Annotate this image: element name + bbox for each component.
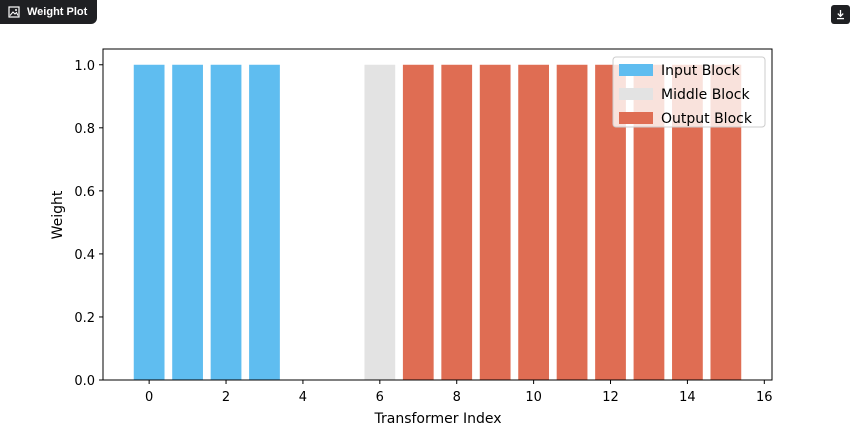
x-tick-label: 0	[145, 390, 153, 405]
x-tick-label: 10	[525, 390, 542, 405]
legend: Input Block Middle Block Output Block	[612, 56, 766, 128]
bar-output-block-9	[479, 64, 511, 380]
bar-input-block-1	[172, 64, 203, 380]
bar-output-block-11	[556, 64, 588, 380]
y-tick-label: 0.0	[74, 374, 95, 389]
y-tick-label: 0.6	[74, 185, 95, 200]
plot-label-text: Weight Plot	[27, 6, 88, 18]
legend-label-input-block: Input Block	[661, 63, 740, 79]
y-tick-label: 0.8	[74, 122, 95, 137]
bar-output-block-8	[441, 64, 473, 380]
x-axis-ticks: 0 2 4 6 8 10 12 14 16	[145, 380, 773, 405]
legend-swatch-middle-block	[619, 88, 653, 100]
bar-input-block-0	[133, 64, 165, 380]
y-tick-label: 1.0	[74, 59, 95, 74]
x-tick-label: 4	[299, 390, 307, 405]
plot-label: Weight Plot	[0, 0, 98, 24]
bar-input-block-3	[249, 64, 280, 380]
y-axis-ticks: 0.0 0.2 0.4 0.6 0.8 1.0	[74, 59, 103, 389]
y-tick-label: 0.2	[74, 311, 95, 326]
x-tick-label: 8	[453, 390, 461, 405]
bar-input-block-2	[210, 64, 242, 380]
x-axis-label: Transformer Index	[374, 411, 502, 425]
y-axis-label: Weight	[50, 190, 66, 239]
image-icon	[8, 6, 20, 18]
x-tick-label: 16	[756, 390, 773, 405]
bar-output-block-10	[518, 64, 549, 380]
x-tick-label: 2	[222, 390, 230, 405]
x-tick-label: 12	[602, 390, 619, 405]
legend-label-middle-block: Middle Block	[661, 87, 750, 103]
download-icon	[835, 9, 846, 20]
legend-swatch-input-block	[619, 64, 653, 76]
legend-label-output-block: Output Block	[661, 111, 753, 127]
download-button[interactable]	[831, 5, 850, 24]
bar-output-block-7	[402, 64, 434, 380]
axes-frame	[102, 48, 773, 381]
x-tick-label: 14	[679, 390, 696, 405]
bar-middle-block-6	[364, 64, 396, 380]
legend-swatch-output-block	[619, 112, 653, 124]
x-tick-label: 6	[376, 390, 384, 405]
y-tick-label: 0.4	[74, 248, 95, 263]
